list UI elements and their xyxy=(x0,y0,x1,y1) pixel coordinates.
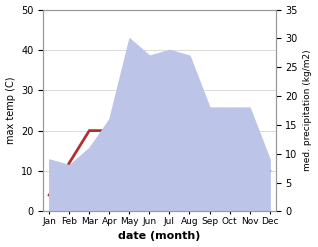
Y-axis label: max temp (C): max temp (C) xyxy=(5,77,16,144)
X-axis label: date (month): date (month) xyxy=(118,231,201,242)
Y-axis label: med. precipitation (kg/m2): med. precipitation (kg/m2) xyxy=(303,50,313,171)
